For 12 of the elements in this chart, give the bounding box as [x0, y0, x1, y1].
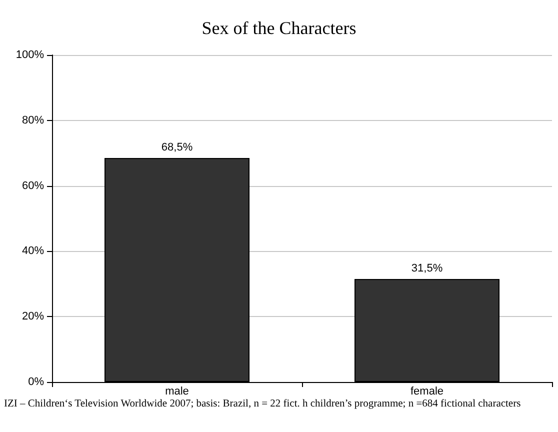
y-tick-label: 100%	[16, 49, 44, 61]
x-tick-label: male	[165, 386, 189, 398]
y-tick-label: 40%	[22, 245, 44, 258]
text: IZI – Children‘s Television Worldwide 2007; basis: Brazil, n = 22 fict. h children’s programme; n =684 fictional characters	[4, 398, 521, 410]
y-tick-label: 60%	[22, 180, 44, 192]
data-label: 68,5%	[161, 142, 193, 154]
x-tick-label: female	[410, 386, 444, 398]
data-label: 31,5%	[411, 262, 443, 274]
y-tick-label: 0%	[28, 376, 44, 388]
chart-title: Sex of the Characters	[202, 18, 356, 38]
y-tick-label: 80%	[22, 114, 44, 126]
y-tick-label: 20%	[22, 310, 44, 323]
